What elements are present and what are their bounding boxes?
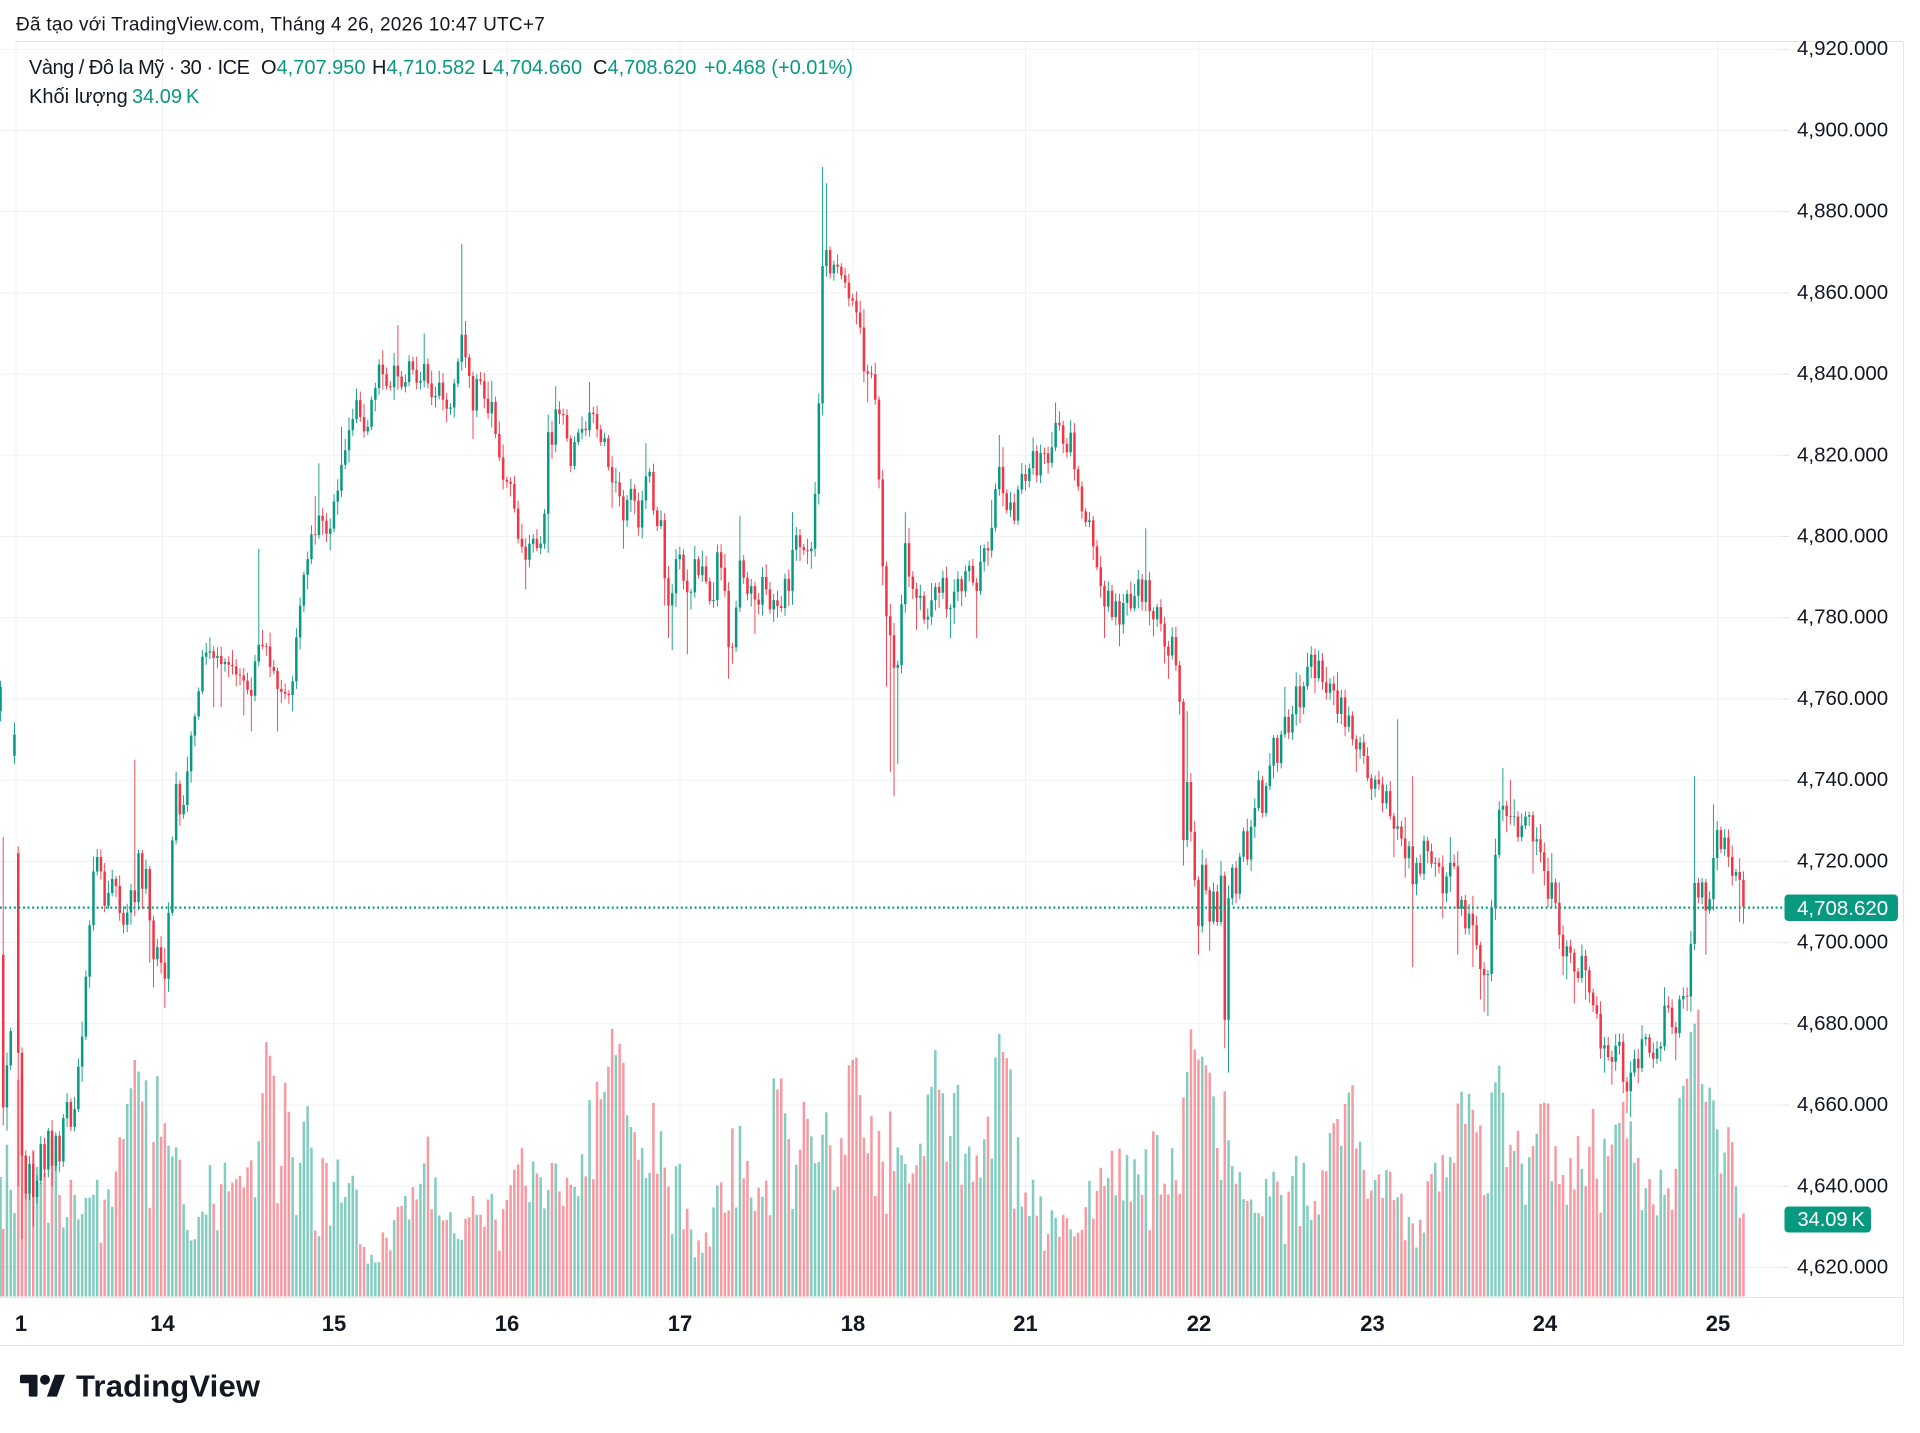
svg-text:4,660.000: 4,660.000 — [1797, 1093, 1888, 1116]
svg-text:18: 18 — [841, 1311, 865, 1336]
svg-text:4,620.000: 4,620.000 — [1797, 1256, 1888, 1279]
svg-text:TradingView: TradingView — [76, 1369, 261, 1404]
svg-text:4,800.000: 4,800.000 — [1797, 525, 1888, 548]
svg-text:34.09 K: 34.09 K — [1798, 1209, 1866, 1231]
svg-text:4,740.000: 4,740.000 — [1797, 768, 1888, 791]
svg-text:4,900.000: 4,900.000 — [1797, 118, 1888, 141]
svg-text:21: 21 — [1013, 1311, 1037, 1336]
svg-text:4,820.000: 4,820.000 — [1797, 443, 1888, 466]
svg-text:25: 25 — [1706, 1311, 1730, 1336]
svg-text:17: 17 — [668, 1311, 692, 1336]
svg-text:4,680.000: 4,680.000 — [1797, 1012, 1888, 1035]
svg-text:4,780.000: 4,780.000 — [1797, 606, 1888, 629]
svg-text:4,708.620: 4,708.620 — [1797, 897, 1888, 920]
svg-text:4,720.000: 4,720.000 — [1797, 849, 1888, 872]
svg-text:4,920.000: 4,920.000 — [1797, 37, 1888, 60]
svg-text:15: 15 — [322, 1311, 346, 1336]
svg-text:24: 24 — [1533, 1311, 1558, 1336]
svg-text:14: 14 — [150, 1311, 175, 1336]
svg-text:16: 16 — [495, 1311, 519, 1336]
svg-text:4,640.000: 4,640.000 — [1797, 1174, 1888, 1197]
svg-text:4,860.000: 4,860.000 — [1797, 281, 1888, 304]
svg-text:22: 22 — [1187, 1311, 1211, 1336]
svg-text:23: 23 — [1360, 1311, 1384, 1336]
svg-text:4,840.000: 4,840.000 — [1797, 362, 1888, 385]
svg-text:4,700.000: 4,700.000 — [1797, 931, 1888, 954]
svg-text:1: 1 — [15, 1311, 27, 1336]
svg-text:Đã tạo với TradingView.com, Th: Đã tạo với TradingView.com, Tháng 4 26, … — [16, 15, 545, 36]
svg-text:4,760.000: 4,760.000 — [1797, 687, 1888, 710]
svg-text:4,880.000: 4,880.000 — [1797, 200, 1888, 223]
